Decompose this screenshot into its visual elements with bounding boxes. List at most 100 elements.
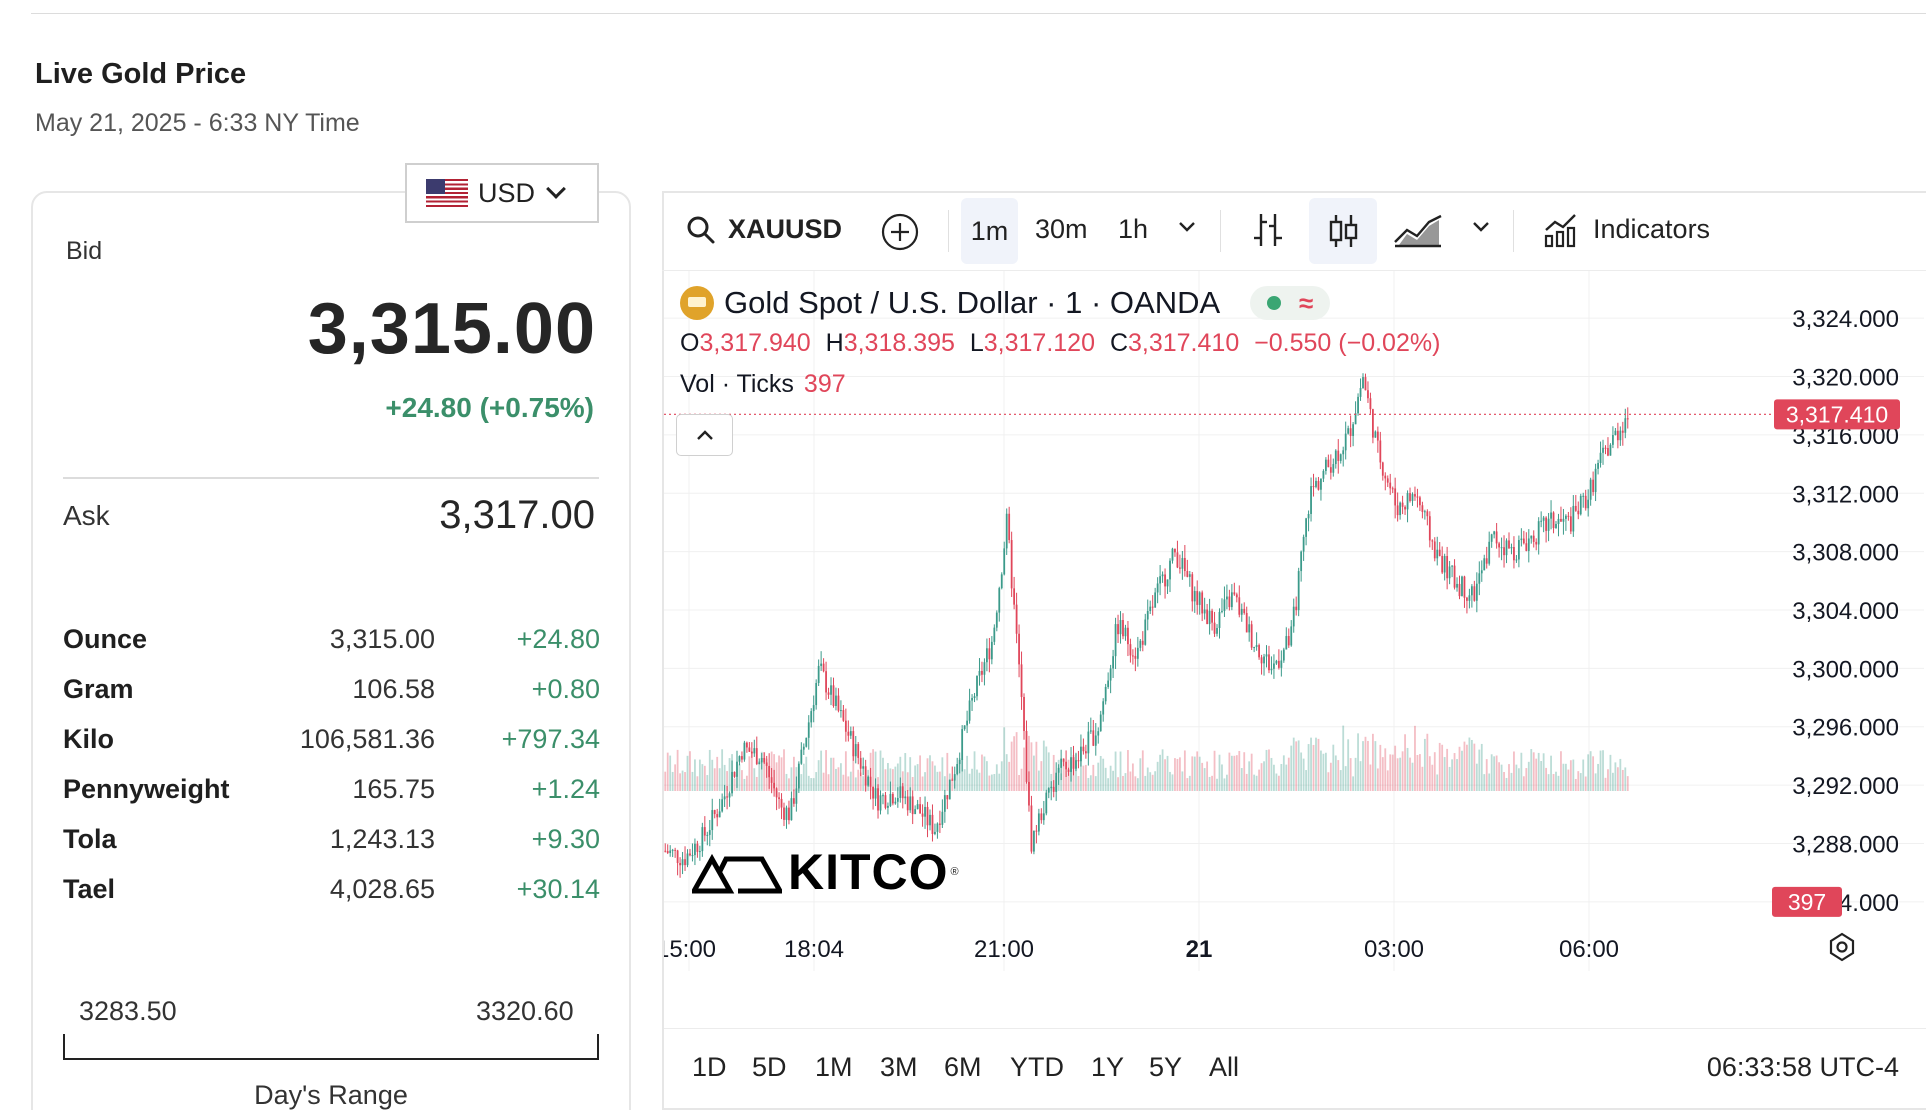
period-1m[interactable]: 1M (815, 1052, 853, 1082)
volume-bar (1582, 759, 1585, 791)
period-ytd[interactable]: YTD (1010, 1052, 1064, 1082)
bars-chart-icon (1254, 214, 1282, 246)
candle-body (1248, 624, 1251, 633)
volume-bar (1037, 770, 1040, 791)
candle-body (1468, 595, 1471, 601)
candles-style-button[interactable] (1309, 198, 1377, 264)
candle-body (1183, 558, 1186, 572)
volume-bar (1597, 763, 1599, 791)
candle-body (941, 811, 944, 825)
candle-body (1344, 433, 1347, 451)
open-label: O (680, 329, 700, 357)
compare-symbol-button[interactable] (881, 213, 919, 251)
candle-body (825, 671, 827, 693)
instrument-name: Gold Spot / U.S. Dollar · 1 · OANDA (724, 285, 1221, 320)
candle-body (993, 627, 996, 642)
candle-body (953, 774, 956, 781)
volume-bar (1297, 740, 1300, 791)
volume-bar (919, 755, 921, 791)
candle-body (1005, 513, 1008, 549)
volume-bar (1181, 771, 1184, 791)
unit-name: Pennyweight (63, 774, 230, 804)
volume-bar (1324, 752, 1327, 791)
candle-body (864, 766, 867, 786)
volume-bar (911, 776, 914, 791)
area-style-button[interactable] (1393, 212, 1443, 248)
candle-body (1166, 579, 1169, 587)
candle-body (1621, 430, 1624, 433)
candle-body (973, 696, 976, 698)
candle-body (820, 663, 823, 666)
market-status-pill[interactable]: ≈ (1250, 286, 1331, 320)
volume-bar (1196, 751, 1199, 791)
volume-bar (1547, 774, 1550, 791)
volume-bar (1265, 749, 1268, 791)
volume-bar (1332, 744, 1335, 791)
volume-bar (1040, 761, 1043, 791)
symbol-search[interactable]: XAUUSD (686, 214, 842, 245)
period-1d[interactable]: 1D (692, 1052, 727, 1082)
currency-select[interactable]: USD (405, 163, 599, 223)
chart-clock[interactable]: 06:33:58 UTC-4 (1706, 1052, 1899, 1082)
collapse-legend-button[interactable] (676, 414, 733, 456)
candle-body (988, 648, 991, 660)
indicators-button[interactable]: Indicators (1543, 210, 1710, 248)
unit-price-table: Ounce 3,315.00 +24.80 Gram 106.58 +0.80 … (63, 620, 603, 920)
candle-body (713, 810, 716, 815)
chart-settings-icon[interactable] (1829, 932, 1855, 962)
candle-body (1003, 548, 1006, 575)
bar-style-button[interactable] (1250, 210, 1286, 250)
candle-body (889, 793, 892, 806)
candle-body (1196, 591, 1199, 605)
candle-body (1176, 552, 1179, 568)
gold-bar-icon (680, 286, 714, 320)
candle-body (1530, 535, 1533, 539)
period-6m[interactable]: 6M (944, 1052, 982, 1082)
candle-body (795, 788, 798, 804)
price-axis-label: 3,288.000 (1792, 831, 1899, 858)
volume-bar (1255, 775, 1258, 791)
candle-body (1065, 761, 1067, 770)
interval-1h[interactable]: 1h (1118, 214, 1148, 245)
candle-body (817, 665, 820, 684)
interval-30m[interactable]: 30m (1035, 214, 1088, 245)
volume-bar (956, 764, 959, 791)
period-all[interactable]: All (1209, 1052, 1240, 1082)
candle-body (1483, 558, 1486, 571)
candle-body (1025, 731, 1028, 782)
volume-bar (1396, 758, 1399, 791)
volume-bar (1161, 749, 1164, 791)
volume-bar (1292, 737, 1295, 791)
chart-panel (662, 191, 1926, 1110)
period-5y[interactable]: 5Y (1149, 1052, 1183, 1082)
volume-bar (800, 774, 803, 791)
volume-bar (941, 757, 944, 791)
period-5d[interactable]: 5D (752, 1052, 787, 1082)
candle-body (1164, 574, 1166, 587)
candle-body (1414, 494, 1416, 497)
volume-bar (1179, 757, 1181, 791)
volume-bar (691, 771, 694, 791)
volume-bar (753, 768, 756, 791)
volume-bar (745, 775, 748, 791)
unit-price: 4,028.65 (329, 874, 435, 904)
candle-body (1240, 608, 1243, 615)
volume-bar (1310, 737, 1312, 791)
candle-body (896, 797, 899, 802)
interval-1m[interactable]: 1m (961, 198, 1018, 264)
toolbar-separator (1513, 210, 1514, 252)
candle-body (760, 757, 763, 763)
interval-dropdown[interactable] (1178, 220, 1196, 234)
chart-style-dropdown[interactable] (1472, 220, 1490, 234)
price-chart[interactable]: 3,324.0003,320.0003,316.0003,312.0003,30… (664, 271, 1926, 1001)
volume-bar (1300, 752, 1303, 791)
candle-body (1112, 656, 1114, 669)
candle-body (929, 814, 931, 826)
volume-bar (993, 774, 996, 791)
period-3m[interactable]: 3M (880, 1052, 918, 1082)
candle-body (716, 814, 719, 818)
candle-body (1243, 608, 1246, 613)
volume-bar (1446, 748, 1449, 791)
volume-bar (1381, 757, 1384, 791)
period-1y[interactable]: 1Y (1091, 1052, 1125, 1082)
